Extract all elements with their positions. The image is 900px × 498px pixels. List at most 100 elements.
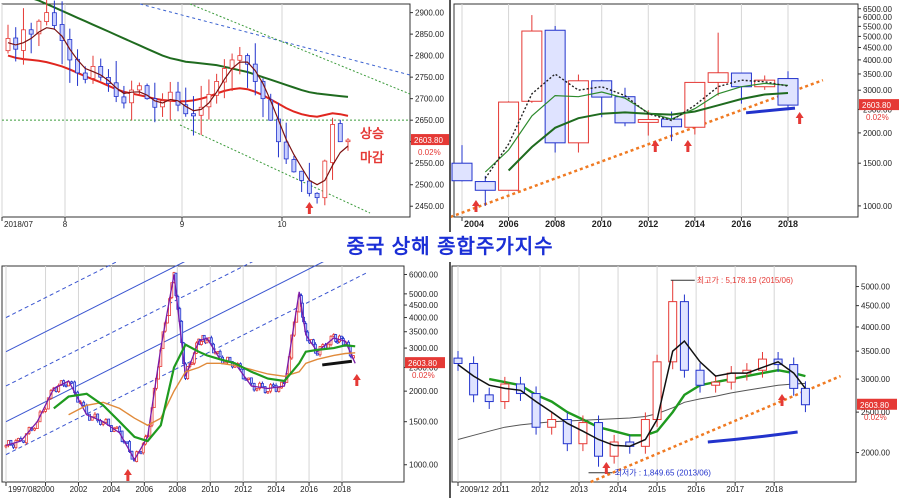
trend-channel-line [139, 3, 411, 76]
candle-body [101, 422, 105, 425]
candle-body [136, 85, 142, 91]
candle-body [277, 387, 281, 392]
candle-body [336, 341, 340, 344]
candle-body [21, 29, 26, 51]
candle-body [5, 38, 11, 52]
candle-body [291, 159, 297, 173]
candle-body [337, 123, 343, 143]
candle-body [7, 440, 10, 446]
candle-body [306, 180, 312, 194]
candle-body [637, 119, 659, 123]
candle-body [515, 383, 525, 395]
candle-body [789, 364, 799, 389]
y-tick-label: 1500.00 [409, 418, 438, 427]
candle-body [183, 104, 189, 115]
x-tick-label: 2002 [70, 485, 88, 494]
support-stroke [322, 359, 353, 367]
candle-body [33, 428, 36, 431]
y-tick-label: 3500.00 [863, 70, 892, 79]
candle-body [44, 12, 50, 22]
page-title: 중국 상해 종합주가지수 [346, 236, 554, 258]
x-tick-label: 10 [278, 220, 287, 229]
channel-line [5, 262, 324, 423]
plot-area [1, 265, 405, 483]
candle-body [144, 85, 150, 100]
candle-body [312, 339, 315, 345]
x-tick-label: 2004 [103, 485, 121, 494]
candle-body [88, 413, 91, 421]
candle-body [614, 96, 636, 124]
candle-body [139, 451, 143, 454]
x-tick-label: 2006 [135, 485, 153, 494]
up-arrow-marker [602, 462, 611, 474]
x-tick-label: 2004 [464, 219, 484, 229]
x-tick-label: 2012 [234, 485, 252, 494]
y-tick-label: 4500.00 [861, 302, 890, 311]
y-tick-label: 2000.00 [861, 449, 890, 458]
candle-body [498, 101, 520, 191]
moving-average-line [7, 27, 349, 186]
x-tick-label: 2018 [778, 219, 798, 229]
candle-body [474, 181, 496, 191]
y-tick-label: 2500.00 [861, 408, 890, 417]
x-tick-label: 2016 [300, 485, 318, 494]
y-tick-label: 2000.00 [863, 129, 892, 138]
candle-body [191, 113, 196, 117]
candle-body [453, 357, 463, 364]
y-tick-label: 5000.00 [861, 283, 890, 292]
price-line [5, 274, 356, 461]
trend-channel-line [179, 124, 371, 214]
moving-average-line [33, 0, 349, 98]
candle-body [13, 37, 19, 50]
y-tick-label: 3000.00 [409, 344, 438, 353]
x-tick-label: 2014 [267, 485, 285, 494]
change-label: 0.02% [866, 113, 889, 122]
candle-body [190, 362, 194, 365]
moving-average-line [53, 343, 356, 443]
y-tick-label: 4000.00 [861, 323, 890, 332]
candle-body [567, 80, 589, 144]
x-tick-label: 2016 [687, 485, 705, 494]
candle-body [96, 413, 100, 422]
y-tick-label: 2000.00 [409, 387, 438, 396]
daily-chart-panel: 2018/07 8 9 10 2900.00 2850.00 2800.00 2750.00 2… [0, 0, 450, 232]
annotation-label: 마감 [360, 150, 384, 165]
last-price-label: 2603.80 [408, 359, 437, 368]
candle-body [544, 29, 566, 144]
candle-body [245, 55, 250, 65]
candle-body [609, 441, 619, 457]
candle-body [562, 419, 572, 445]
last-price-badge [857, 398, 897, 410]
last-price-label: 2603.80 [414, 136, 443, 145]
x-tick-label: 2016 [731, 219, 751, 229]
y-tick-label: 6000.00 [863, 13, 892, 22]
x-tick-label: 2017 [726, 485, 744, 494]
x-tick-label: 2013 [570, 485, 588, 494]
candle-body [152, 98, 158, 108]
candle-body [64, 384, 68, 388]
y-tick-label: 4500.00 [863, 43, 892, 52]
change-label: 0.02% [412, 371, 435, 380]
change-label: 0.02% [864, 413, 887, 422]
up-arrow-marker [795, 112, 804, 124]
candle-body [125, 441, 129, 444]
x-tick-label: 2018 [765, 485, 783, 494]
x-tick-label: 2018 [333, 485, 351, 494]
y-tick-label: 4500.00 [409, 301, 438, 310]
candle-body [500, 383, 510, 403]
x-tick-label: 2014 [609, 485, 627, 494]
moving-average-line [484, 82, 789, 173]
up-arrow-marker [683, 140, 692, 152]
x-tick-label: 2014 [685, 219, 705, 229]
candle-body [115, 426, 119, 430]
candle-body [640, 419, 650, 447]
candle-body [175, 91, 181, 106]
x-tick-label: 8 [63, 220, 68, 229]
candle-body [167, 91, 173, 102]
x-tick-label: 2018/07 [4, 220, 33, 229]
candle-body [104, 419, 108, 423]
annotation-label: 상승 [360, 126, 384, 141]
candle-body [252, 63, 258, 82]
last-price-label: 2603.80 [860, 401, 889, 410]
candle-body [82, 401, 86, 406]
